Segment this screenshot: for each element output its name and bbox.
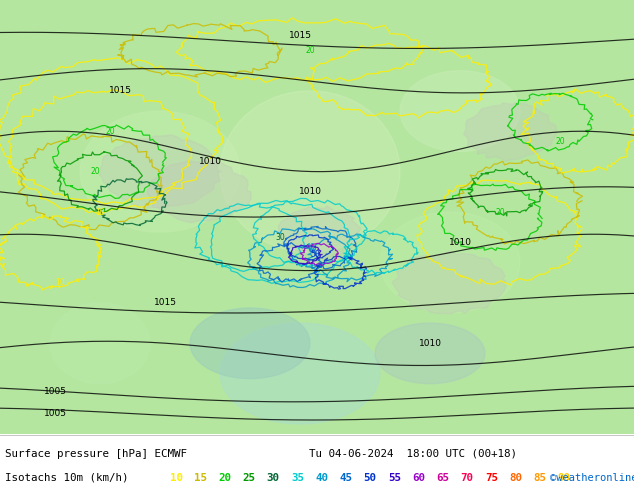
Text: 50: 50 — [310, 250, 320, 259]
Text: 60: 60 — [412, 473, 425, 483]
Text: 10: 10 — [170, 473, 183, 483]
Text: Tu 04-06-2024  18:00 UTC (00+18): Tu 04-06-2024 18:00 UTC (00+18) — [309, 449, 517, 459]
Text: 10: 10 — [55, 278, 65, 287]
Text: 75: 75 — [485, 473, 498, 483]
Text: 1015: 1015 — [288, 31, 311, 40]
Text: 25: 25 — [243, 473, 256, 483]
Text: Surface pressure [hPa] ECMWF: Surface pressure [hPa] ECMWF — [5, 449, 187, 459]
Text: 70: 70 — [460, 473, 474, 483]
Polygon shape — [463, 103, 558, 161]
Text: 20: 20 — [105, 127, 115, 136]
Polygon shape — [50, 303, 150, 384]
Text: 90: 90 — [557, 473, 571, 483]
Text: 50: 50 — [364, 473, 377, 483]
Text: 45: 45 — [339, 473, 353, 483]
Text: 10: 10 — [95, 208, 105, 217]
Text: 1015: 1015 — [108, 86, 131, 96]
Polygon shape — [100, 135, 222, 208]
Polygon shape — [400, 71, 520, 151]
Text: 20: 20 — [555, 137, 565, 146]
Text: 20: 20 — [90, 167, 100, 176]
Text: 1005: 1005 — [44, 387, 67, 396]
Polygon shape — [375, 323, 485, 384]
Text: 20: 20 — [495, 208, 505, 217]
Polygon shape — [220, 91, 400, 252]
Text: ©weatheronline.co.uk: ©weatheronline.co.uk — [550, 473, 634, 483]
Text: 1010: 1010 — [299, 187, 321, 196]
Text: 80: 80 — [509, 473, 522, 483]
Polygon shape — [148, 160, 251, 222]
Text: 1015: 1015 — [153, 298, 176, 307]
Text: 55: 55 — [388, 473, 401, 483]
Text: 65: 65 — [436, 473, 450, 483]
Polygon shape — [220, 323, 380, 424]
Polygon shape — [80, 111, 240, 232]
Text: 30: 30 — [267, 473, 280, 483]
Text: 20: 20 — [305, 46, 315, 55]
Text: 35: 35 — [291, 473, 304, 483]
Text: 40: 40 — [305, 243, 315, 252]
Text: 40: 40 — [315, 473, 328, 483]
Text: 1010: 1010 — [448, 238, 472, 247]
Text: 1005: 1005 — [44, 410, 67, 418]
Polygon shape — [392, 251, 507, 314]
Polygon shape — [190, 308, 310, 379]
Text: Isotachs 10m (km/h): Isotachs 10m (km/h) — [5, 473, 129, 483]
Text: 1010: 1010 — [418, 339, 441, 348]
Text: 85: 85 — [533, 473, 547, 483]
Text: 15: 15 — [194, 473, 207, 483]
Text: 20: 20 — [218, 473, 231, 483]
Polygon shape — [278, 206, 361, 258]
Text: 1010: 1010 — [198, 157, 221, 166]
Text: 30: 30 — [275, 233, 285, 242]
Polygon shape — [380, 212, 520, 313]
